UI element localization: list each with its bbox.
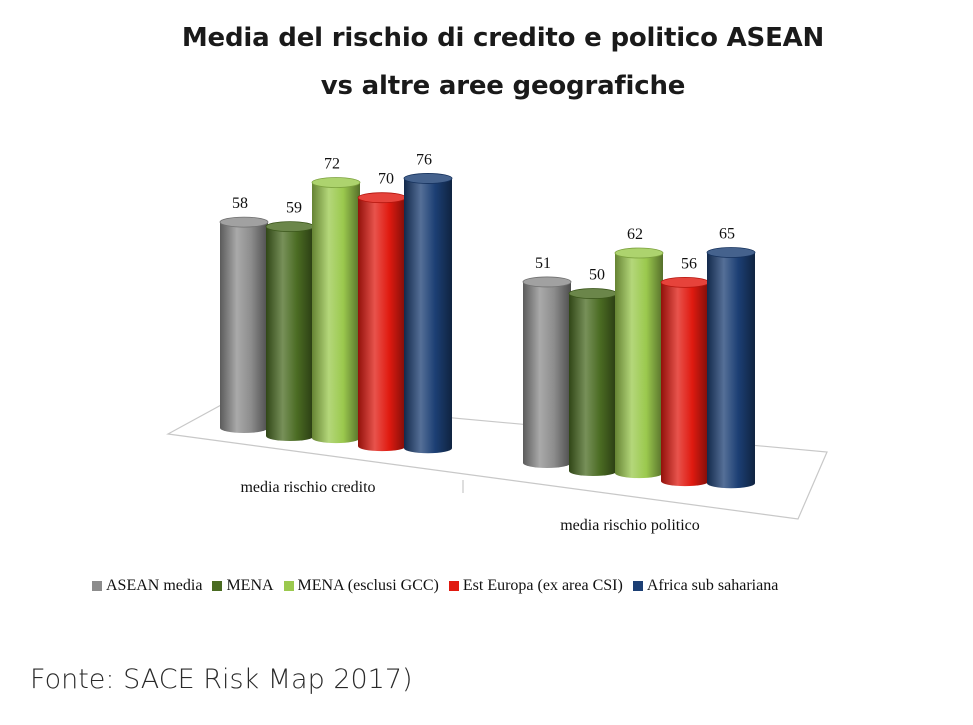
legend-item: Africa sub sahariana (632, 577, 779, 595)
legend-swatch (212, 581, 223, 591)
bar-top (522, 276, 572, 288)
chart-title-line-2: vs altre aree geografiche (320, 71, 686, 101)
bar (265, 221, 315, 442)
legend-label: ASEAN media (106, 577, 203, 594)
bar (403, 173, 453, 454)
legend-label: Est Europa (ex area CSI) (462, 577, 623, 594)
data-label: 59 (286, 200, 302, 217)
bar (311, 177, 361, 444)
bar-top (357, 192, 407, 204)
bar-top (403, 173, 453, 184)
bar-body (523, 281, 571, 468)
legend-swatch (632, 581, 643, 591)
data-label: 70 (378, 171, 394, 188)
bar (706, 247, 756, 489)
bar-top (660, 276, 710, 288)
source-note: Fonte: SACE Risk Map 2017) (30, 664, 413, 695)
data-label: 65 (719, 225, 735, 242)
bar-top (219, 216, 269, 228)
legend-swatch (92, 581, 102, 591)
data-label: 76 (416, 151, 432, 168)
legend-item: MENA (212, 577, 274, 595)
bar-body (404, 178, 452, 454)
chart-title-line-1: Media del rischio di credito e politico … (181, 23, 825, 53)
bar-body (661, 282, 709, 487)
bar-body (707, 252, 755, 489)
bar-top (614, 247, 664, 259)
legend-swatch (283, 581, 294, 591)
bar-top (265, 221, 315, 233)
legend: ASEAN media MENA MENA (esclusi GCC) Est Eur… (92, 574, 952, 598)
data-label: 72 (324, 156, 340, 173)
bar-top (706, 247, 756, 258)
legend-item: Est Europa (ex area CSI) (448, 577, 623, 595)
bar (614, 247, 664, 479)
bar-body (220, 222, 268, 433)
legend-label: Africa sub sahariana (646, 577, 779, 594)
bar-body (358, 197, 406, 452)
data-label: 62 (627, 226, 643, 243)
bar-body (312, 182, 360, 444)
category-label: media rischio politico (560, 517, 700, 534)
legend-item: ASEAN media (92, 577, 202, 595)
bar (219, 216, 269, 433)
bar-body (266, 226, 314, 442)
bar (357, 192, 407, 452)
data-label: 58 (232, 195, 248, 212)
bar-body (569, 293, 617, 477)
bar (660, 276, 710, 487)
category-label: media rischio credito (240, 479, 375, 496)
legend-label: MENA (226, 577, 274, 594)
bar-body (615, 253, 663, 479)
label-layer: media rischio credito media rischio polit… (232, 151, 735, 534)
bar-layer (219, 173, 756, 489)
bar-top (568, 288, 618, 299)
bar (522, 276, 572, 468)
data-label: 56 (681, 255, 697, 272)
bar-top (311, 177, 361, 188)
legend-label: MENA (esclusi GCC) (297, 577, 439, 594)
bar (568, 288, 618, 477)
legend-swatch (448, 581, 459, 591)
legend-item: MENA (esclusi GCC) (283, 577, 439, 595)
data-label: 51 (535, 255, 551, 272)
chart-title: Media del rischio di credito e politico … (0, 14, 973, 110)
data-label: 50 (589, 267, 605, 284)
